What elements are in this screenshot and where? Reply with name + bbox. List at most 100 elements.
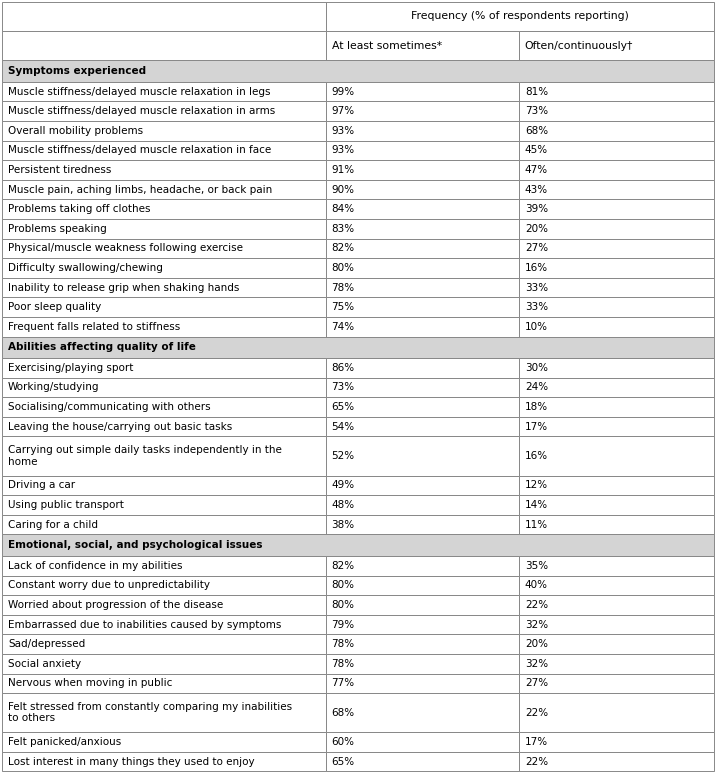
Bar <box>2 199 326 219</box>
Text: 32%: 32% <box>525 659 548 669</box>
Bar <box>2 219 326 239</box>
Bar <box>519 378 714 397</box>
Bar <box>519 82 714 101</box>
Text: 99%: 99% <box>332 87 354 97</box>
Text: 17%: 17% <box>525 737 548 747</box>
Text: 30%: 30% <box>525 363 548 373</box>
Bar <box>519 437 714 475</box>
Bar <box>326 82 519 101</box>
Bar <box>326 239 519 258</box>
Text: 90%: 90% <box>332 185 354 195</box>
Text: 49%: 49% <box>332 481 354 490</box>
Bar <box>519 556 714 576</box>
Bar <box>519 673 714 693</box>
Text: Socialising/communicating with others: Socialising/communicating with others <box>8 402 211 412</box>
Bar <box>326 31 519 60</box>
Text: 65%: 65% <box>332 402 354 412</box>
Bar <box>326 378 519 397</box>
Bar <box>326 495 519 515</box>
Text: Muscle stiffness/delayed muscle relaxation in legs: Muscle stiffness/delayed muscle relaxati… <box>8 87 271 97</box>
Text: 54%: 54% <box>332 421 354 431</box>
Bar <box>519 576 714 595</box>
Text: Felt panicked/anxious: Felt panicked/anxious <box>8 737 121 747</box>
Text: 93%: 93% <box>332 126 354 136</box>
Text: Lack of confidence in my abilities: Lack of confidence in my abilities <box>8 560 183 570</box>
Bar <box>326 298 519 317</box>
Text: Constant worry due to unpredictability: Constant worry due to unpredictability <box>8 581 210 591</box>
Text: Problems taking off clothes: Problems taking off clothes <box>8 204 150 214</box>
Bar <box>326 595 519 615</box>
Text: Symptoms experienced: Symptoms experienced <box>8 66 146 76</box>
Bar <box>519 278 714 298</box>
Text: 65%: 65% <box>332 757 354 767</box>
Text: 10%: 10% <box>525 322 548 332</box>
Text: 20%: 20% <box>525 639 548 649</box>
Bar <box>326 654 519 673</box>
Bar <box>326 199 519 219</box>
Text: Caring for a child: Caring for a child <box>8 519 98 530</box>
Text: 78%: 78% <box>332 639 354 649</box>
Text: Physical/muscle weakness following exercise: Physical/muscle weakness following exerc… <box>8 243 243 254</box>
Text: 20%: 20% <box>525 224 548 233</box>
Bar <box>2 358 326 378</box>
Bar <box>2 654 326 673</box>
Text: 14%: 14% <box>525 500 548 510</box>
Bar <box>326 160 519 180</box>
Text: 22%: 22% <box>525 708 548 717</box>
Bar <box>519 258 714 278</box>
Text: Persistent tiredness: Persistent tiredness <box>8 165 111 175</box>
Text: At least sometimes*: At least sometimes* <box>332 41 442 50</box>
Text: 80%: 80% <box>332 581 354 591</box>
Text: 43%: 43% <box>525 185 548 195</box>
Text: Sad/depressed: Sad/depressed <box>8 639 85 649</box>
Text: 45%: 45% <box>525 145 548 155</box>
Bar <box>326 437 519 475</box>
Text: Worried about progression of the disease: Worried about progression of the disease <box>8 600 223 610</box>
Text: 73%: 73% <box>525 106 548 116</box>
Text: 27%: 27% <box>525 243 548 254</box>
Text: 38%: 38% <box>332 519 354 530</box>
Bar <box>2 2 326 31</box>
Bar <box>326 180 519 199</box>
Text: Difficulty swallowing/chewing: Difficulty swallowing/chewing <box>8 263 163 273</box>
Text: Abilities affecting quality of life: Abilities affecting quality of life <box>8 342 195 352</box>
Bar <box>2 160 326 180</box>
Text: Exercising/playing sport: Exercising/playing sport <box>8 363 133 373</box>
Bar <box>2 475 326 495</box>
Text: 91%: 91% <box>332 165 354 175</box>
Bar <box>2 239 326 258</box>
Text: 18%: 18% <box>525 402 548 412</box>
Text: 74%: 74% <box>332 322 354 332</box>
Bar <box>519 732 714 752</box>
Text: Nervous when moving in public: Nervous when moving in public <box>8 678 173 688</box>
Bar <box>519 635 714 654</box>
Bar <box>2 378 326 397</box>
Bar <box>2 556 326 576</box>
Text: Muscle pain, aching limbs, headache, or back pain: Muscle pain, aching limbs, headache, or … <box>8 185 272 195</box>
Bar <box>2 397 326 417</box>
Text: 11%: 11% <box>525 519 548 530</box>
Text: 82%: 82% <box>332 560 354 570</box>
Bar <box>519 298 714 317</box>
Bar <box>2 180 326 199</box>
Text: 68%: 68% <box>332 708 354 717</box>
Text: Emotional, social, and psychological issues: Emotional, social, and psychological iss… <box>8 540 262 550</box>
Text: 93%: 93% <box>332 145 354 155</box>
Text: 73%: 73% <box>332 383 354 393</box>
Bar <box>519 358 714 378</box>
Bar <box>2 576 326 595</box>
Bar <box>2 615 326 635</box>
Text: 12%: 12% <box>525 481 548 490</box>
Bar <box>2 317 326 336</box>
Text: Overall mobility problems: Overall mobility problems <box>8 126 143 136</box>
Text: 40%: 40% <box>525 581 548 591</box>
Text: Often/continuously†: Often/continuously† <box>525 41 633 50</box>
Text: Embarrassed due to inabilities caused by symptoms: Embarrassed due to inabilities caused by… <box>8 619 281 629</box>
Bar <box>326 615 519 635</box>
Bar <box>519 219 714 239</box>
Text: 17%: 17% <box>525 421 548 431</box>
Text: 16%: 16% <box>525 263 548 273</box>
Bar <box>519 595 714 615</box>
Bar <box>2 595 326 615</box>
Bar <box>326 576 519 595</box>
